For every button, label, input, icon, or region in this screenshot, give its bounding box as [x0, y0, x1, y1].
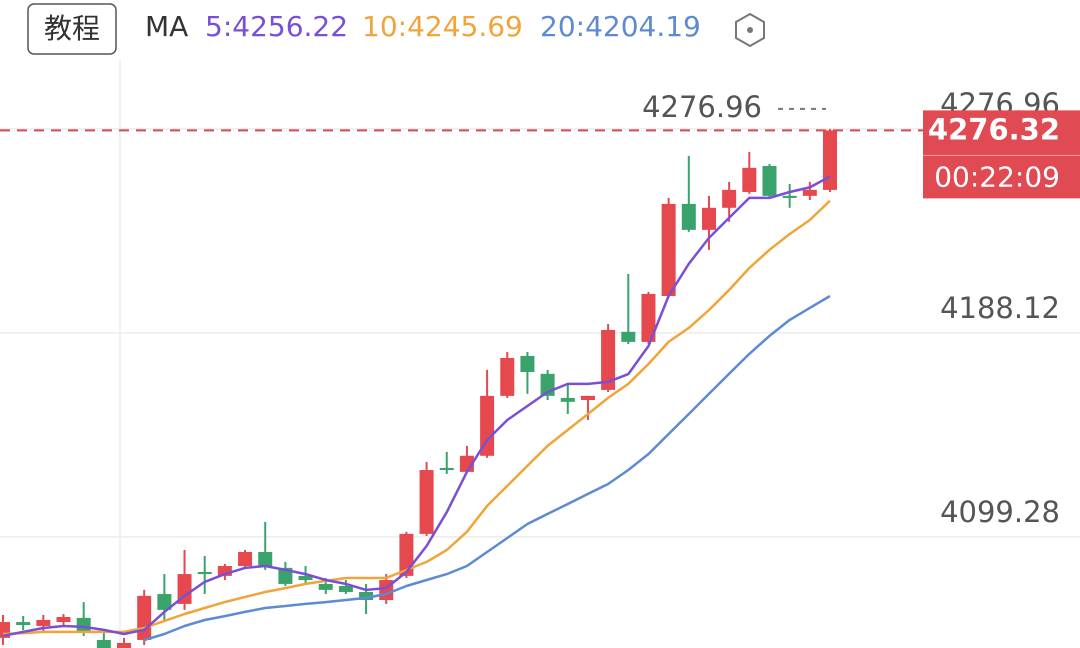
overlay: 4099.284188.124276.964276.964276.3200:22…: [0, 87, 1080, 529]
candle-body: [560, 397, 575, 402]
candle-body: [480, 395, 495, 456]
candle-body: [318, 583, 333, 590]
last-price-box: [923, 110, 1080, 199]
candle-body: [701, 207, 716, 230]
candle-body: [197, 571, 212, 575]
candle-body: [338, 586, 353, 592]
candle-body: [16, 622, 31, 626]
tutorial-button-label[interactable]: 教程: [44, 12, 100, 45]
candle-body: [439, 467, 454, 471]
ma-line: [2, 199, 831, 636]
candle-body: [36, 619, 51, 626]
candle-body: [802, 189, 817, 196]
candle-body: [621, 331, 636, 342]
y-tick-label: 4099.28: [940, 495, 1060, 529]
candle-body: [359, 591, 374, 601]
candle-body: [258, 552, 273, 567]
candle-body: [580, 395, 595, 401]
candles: [0, 128, 837, 648]
candle-body: [399, 533, 414, 576]
candle-body: [419, 470, 434, 534]
candle-body: [722, 189, 737, 208]
tutorial-button[interactable]: [27, 3, 117, 55]
y-tick-label: 4188.12: [940, 291, 1060, 325]
last-price-label: 4276.32: [928, 112, 1060, 146]
candle-body: [177, 574, 192, 604]
candle-body: [661, 203, 676, 296]
candle-body: [238, 552, 253, 567]
candle-body: [742, 167, 757, 192]
candle-body: [681, 203, 696, 230]
legend-entry: 10:4245.69: [362, 10, 523, 43]
candle-body: [157, 594, 172, 610]
grid: [0, 128, 1080, 538]
legend-entry: 5:4256.22: [205, 10, 348, 43]
candle-body: [56, 617, 71, 623]
candle-body: [641, 293, 656, 342]
candle-body: [217, 566, 232, 576]
settings-icon-dot: [747, 27, 753, 33]
ma-line: [2, 175, 831, 638]
candle-body: [782, 195, 797, 198]
high-annotation: 4276.96: [642, 90, 762, 124]
candle-body: [762, 166, 777, 196]
legend-title: MA: [145, 10, 188, 43]
candle-body: [500, 357, 515, 396]
countdown-label: 00:22:09: [934, 160, 1060, 193]
ma-line: [143, 294, 831, 642]
candle-body: [0, 622, 10, 638]
candle-body: [823, 130, 837, 190]
candle-body: [137, 595, 152, 640]
candle-body: [117, 642, 132, 648]
candle-body: [601, 329, 616, 390]
legend-entry: 20:4204.19: [540, 10, 701, 43]
ma-lines: [2, 175, 831, 642]
candle-body: [520, 355, 535, 372]
candle-body: [298, 575, 313, 581]
candle-body: [96, 639, 111, 648]
settings-icon[interactable]: [735, 12, 765, 48]
candle-body: [76, 617, 91, 632]
